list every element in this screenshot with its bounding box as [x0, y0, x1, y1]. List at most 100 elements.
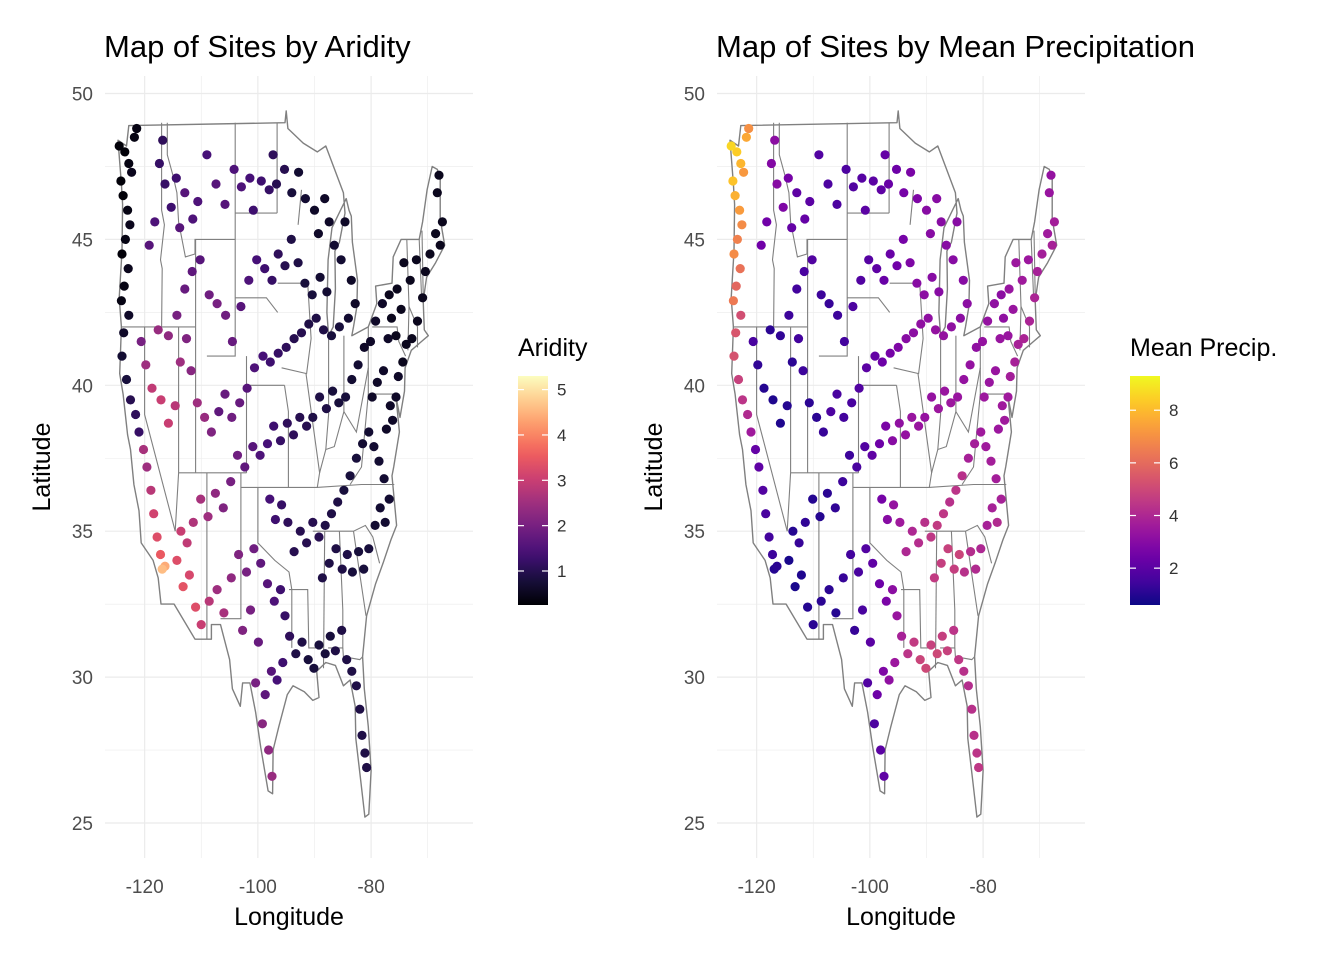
site-point — [192, 398, 202, 408]
site-point — [255, 450, 265, 460]
site-point — [121, 374, 132, 385]
site-point — [775, 331, 785, 341]
usa-map — [729, 110, 1058, 818]
site-point — [235, 398, 245, 408]
site-point — [953, 392, 963, 402]
y-tick-label: 40 — [72, 376, 93, 397]
site-point — [831, 608, 841, 618]
site-point — [317, 573, 327, 583]
site-point — [942, 646, 952, 656]
site-point — [196, 620, 206, 630]
site-point — [792, 284, 802, 294]
color-legend: Aridity 1 2 3 4 5 — [518, 334, 588, 605]
state-boundary — [144, 326, 176, 532]
site-point — [914, 421, 924, 431]
state-boundary — [408, 306, 419, 348]
x-tick-label: -120 — [126, 877, 164, 898]
site-point — [959, 666, 969, 676]
site-point — [881, 596, 891, 606]
site-point — [435, 240, 445, 250]
site-point — [188, 214, 198, 224]
site-point — [852, 462, 862, 472]
site-point — [955, 313, 965, 323]
site-point — [872, 264, 882, 274]
site-point — [816, 290, 826, 300]
site-point — [879, 275, 889, 285]
site-point — [342, 655, 352, 665]
legend-tick-label: 5 — [557, 381, 566, 400]
y-tick-label: 30 — [684, 668, 705, 689]
site-point — [824, 299, 834, 309]
site-point — [418, 293, 428, 303]
site-point — [369, 442, 379, 452]
site-point — [838, 573, 848, 583]
site-point — [339, 485, 349, 495]
site-point — [972, 748, 982, 758]
site-point — [331, 544, 341, 554]
site-point — [256, 176, 266, 186]
site-point — [388, 415, 398, 425]
site-point — [293, 258, 303, 268]
x-tick-label: -100 — [851, 877, 889, 898]
color-legend: Mean Precip. 2 4 6 8 — [1130, 334, 1277, 605]
legend-tick-label: 4 — [1169, 507, 1178, 526]
site-point — [295, 526, 305, 536]
site-point — [289, 547, 299, 557]
site-point — [920, 517, 930, 528]
site-point — [794, 538, 804, 548]
site-point — [770, 135, 780, 145]
site-point — [1023, 255, 1033, 265]
site-point — [219, 608, 229, 618]
site-point — [748, 336, 758, 347]
site-point — [411, 255, 421, 265]
site-point — [116, 176, 126, 186]
chart-title: Map of Sites by Aridity — [104, 29, 411, 64]
site-point — [898, 234, 908, 244]
site-point — [861, 363, 872, 373]
site-point — [238, 625, 248, 636]
state-boundary — [342, 647, 363, 661]
site-point — [926, 532, 936, 542]
site-point — [144, 240, 154, 250]
state-boundary — [961, 394, 981, 485]
site-point — [1008, 304, 1018, 314]
state-boundary — [869, 487, 905, 648]
site-point — [822, 488, 832, 498]
site-point — [203, 511, 213, 522]
site-point — [989, 299, 999, 309]
site-point — [932, 194, 942, 204]
site-point — [116, 296, 126, 306]
site-point — [948, 255, 958, 265]
site-point — [920, 412, 930, 422]
site-point — [923, 313, 933, 323]
state-boundary — [893, 283, 924, 375]
site-point — [321, 404, 331, 414]
site-point — [289, 334, 299, 344]
site-point — [346, 275, 356, 285]
site-point — [229, 164, 239, 174]
site-point — [768, 395, 778, 405]
site-point — [377, 299, 387, 309]
site-point — [153, 325, 163, 335]
site-point — [784, 310, 794, 320]
site-point — [792, 188, 802, 198]
site-point — [887, 585, 898, 595]
site-point — [959, 567, 969, 577]
site-point — [118, 191, 128, 201]
state-boundary — [289, 589, 317, 649]
site-point — [329, 240, 339, 250]
state-boundary — [832, 472, 854, 620]
site-point — [854, 383, 864, 393]
site-point — [832, 199, 842, 209]
site-point — [728, 296, 738, 306]
site-point — [839, 412, 849, 422]
site-point — [275, 585, 286, 595]
site-point — [340, 217, 350, 227]
site-point — [360, 748, 370, 758]
site-point — [236, 182, 246, 192]
site-point — [236, 301, 246, 312]
site-point — [731, 328, 741, 338]
site-point — [342, 549, 352, 560]
site-point — [761, 509, 771, 519]
